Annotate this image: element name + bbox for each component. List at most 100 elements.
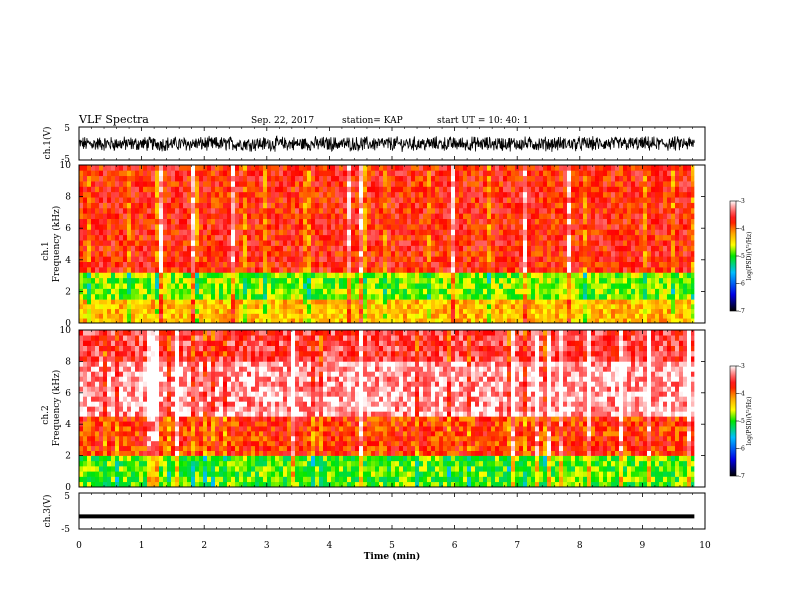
spectrogram-cell [95,213,99,220]
spectrogram-cell [167,245,171,252]
spectrogram-cell [327,267,331,273]
spectrogram-cell [655,175,659,182]
spectrogram-cell [283,181,287,187]
spectrogram-cell [507,186,511,193]
spectrogram-cell [355,191,359,198]
spectrogram-cell [603,224,607,230]
spectrogram-cell [323,240,327,246]
spectrogram-cell [331,256,335,262]
spectrogram-cell [423,175,427,182]
spectrogram-cell [627,197,631,203]
spectrogram-cell [135,267,139,273]
spectrogram-cell [91,476,95,483]
spectrogram-cell [503,191,507,198]
spectrogram-cell [231,181,235,187]
spectrogram-cell [539,293,543,300]
spectrogram-cell [483,245,487,252]
spectrogram-cell [91,308,95,314]
spectrogram-cell [619,165,623,171]
spectrogram-cell [655,207,659,214]
spectrogram-cell [407,261,411,268]
spectrogram-cell [355,267,359,273]
spectrogram-cell [555,218,559,225]
spectrogram-cell [187,304,191,310]
spectrogram-cell [543,191,547,198]
spectrogram-cell [83,376,87,382]
spectrogram-cell [311,277,315,284]
spectrogram-cell [395,191,399,198]
spectrogram-cell [659,186,663,193]
spectrogram-cell [139,175,143,182]
spectrogram-cell [207,304,211,310]
spectrogram-cell [463,256,467,262]
spectrogram-cell [143,313,147,319]
spectrogram-cell [479,256,483,262]
spectrogram-cell [323,175,327,182]
spectrogram-cell [171,304,175,310]
spectrogram-cell [579,197,583,203]
spectrogram-cell [575,318,579,324]
spectrogram-cell [487,318,491,324]
spectrogram-cell [211,202,215,209]
spectrogram-cell [451,197,455,203]
spectrogram-cell [555,283,559,289]
spectrogram-cell [487,240,491,246]
spectrogram-cell [667,250,671,257]
spectrogram-cell [339,197,343,203]
spectrogram-cell [403,256,407,262]
spectrogram-cell [655,218,659,225]
spectrogram-cell [263,240,267,246]
spectrogram-cell [691,272,695,279]
spectrogram-cell [579,218,583,225]
spectrogram-cell [487,250,491,257]
spectrogram-cell [691,197,695,203]
spectrogram-cell [583,261,587,268]
spectrogram-cell [171,288,175,295]
spectrogram-cell [567,240,571,246]
spectrogram-cell [427,229,431,236]
spectrogram-cell [667,170,671,177]
spectrogram-cell [187,293,191,300]
spectrogram-cell [287,197,291,203]
spectrogram-cell [155,186,159,193]
spectrogram-cell [363,283,367,289]
spectrogram-cell [235,181,239,187]
spectrogram-cell [335,318,339,324]
spectrogram-cell [683,288,687,295]
spectrogram-cell [239,277,243,284]
spectrogram-cell [591,293,595,300]
spectrogram-cell [251,234,255,241]
spectrogram-cell [199,186,203,193]
spectrogram-cell [519,318,523,324]
spectrogram-cell [211,318,215,324]
spectrogram-cell [335,170,339,177]
spectrogram-cell [203,234,207,241]
spectrogram-cell [271,308,275,314]
spectrogram-cell [119,197,123,203]
spectrogram-cell [435,224,439,230]
spectrogram-cell [407,318,411,324]
spectrogram-cell [107,175,111,182]
spectrogram-cell [511,181,515,187]
spectrogram-cell [679,256,683,262]
spectrogram-cell [143,304,147,310]
spectrogram-cell [383,224,387,230]
spectrogram-cell [219,197,223,203]
spectrogram-cell [443,197,447,203]
spectrogram-cell [451,234,455,241]
spectrogram-cell [263,256,267,262]
spectrogram-cell [499,175,503,182]
spectrogram-cell [467,272,471,279]
spectrogram-cell [227,234,231,241]
spectrogram-cell [399,304,403,310]
spectrogram-cell [79,455,83,462]
spectrogram-cell [683,202,687,209]
spectrogram-cell [203,261,207,268]
spectrogram-cell [655,170,659,177]
spectrogram-cell [455,261,459,268]
spectrogram-cell [375,165,379,171]
spectrogram-cell [303,272,307,279]
spectrogram-cell [195,186,199,193]
spectrogram-cell [379,256,383,262]
spectrogram-cell [587,245,591,252]
